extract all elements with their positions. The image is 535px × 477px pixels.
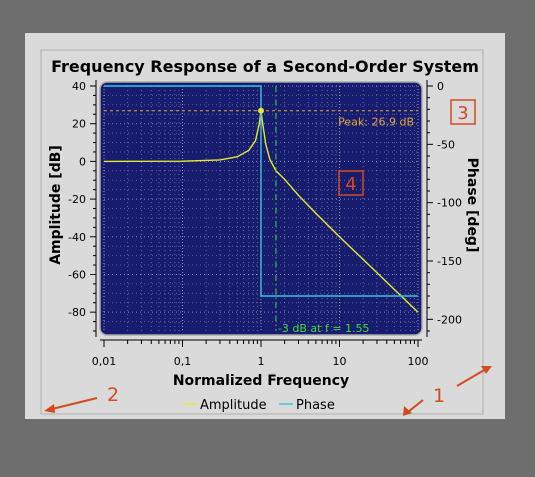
callout-2-arrow (51, 397, 98, 410)
y-left-tick-label: -60 (68, 268, 86, 281)
callout-1: 1 (403, 366, 492, 416)
x-tick-label: 0,01 (92, 355, 117, 368)
chart-marks: Peak: 26.9 dB -3 dB at f = 1.55 (103, 85, 419, 335)
callout-3: 3 (450, 99, 476, 125)
peak-annotation: Peak: 26.9 dB (338, 116, 414, 129)
y-right-tick-label: 0 (437, 80, 444, 93)
x-tick-label: 100 (408, 355, 429, 368)
x-tick-label: 10 (333, 355, 347, 368)
callout-1-arrow-b (407, 399, 424, 413)
y-left-tick-label: 0 (79, 155, 86, 168)
callout-3-box (450, 99, 476, 125)
callout-1-arrow-a (456, 368, 487, 387)
y-axis-right-label: Phase [deg] (464, 158, 480, 253)
x-tick-label: 1 (258, 355, 265, 368)
y-left-tick-label: 20 (72, 118, 86, 131)
y-right-tick-label: -100 (437, 197, 462, 210)
y-right-tick-label: -150 (437, 255, 462, 268)
peak-marker (258, 107, 264, 114)
x-tick-label: 0,1 (174, 355, 192, 368)
callout-2-label: 2 (107, 384, 119, 406)
y-left-tick-label: 40 (72, 80, 86, 93)
callout-3-label: 3 (457, 103, 468, 124)
y-left-tick-label: -20 (68, 193, 86, 206)
series-line-amplitude (103, 110, 419, 313)
callout-1-arrowhead-a (481, 366, 492, 374)
callout-4-box (338, 170, 364, 196)
y-right-tick-label: -50 (437, 138, 455, 151)
callout-2-arrowhead (44, 404, 55, 413)
legend-label-amplitude: Amplitude (200, 398, 267, 413)
callout-4-label: 4 (345, 174, 356, 195)
legend-label-phase: Phase (296, 398, 335, 413)
y-left-tick-label: -40 (68, 231, 86, 244)
callout-1-arrowhead-b (403, 406, 412, 416)
y-left-tick-label: -80 (68, 306, 86, 319)
y-right-tick-label: -200 (437, 313, 462, 326)
axes: 40 20 0 -20 -40 -60 -80 0 -50 -100 -150 -200 0,01 0,1… (68, 80, 462, 368)
callout-2: 2 (44, 384, 119, 413)
y-axis-left-label: Amplitude [dB] (48, 145, 64, 265)
chart-title: Frequency Response of a Second-Order Sys… (51, 57, 479, 76)
figure-frame (40, 49, 484, 415)
x-axis-label: Normalized Frequency (173, 373, 349, 389)
callout-4: 4 (338, 170, 364, 196)
legend: Amplitude Phase (183, 398, 335, 413)
series-line-phase (104, 85, 418, 297)
callout-1-label: 1 (433, 385, 445, 407)
cutoff-annotation: -3 dB at f = 1.55 (278, 322, 370, 335)
